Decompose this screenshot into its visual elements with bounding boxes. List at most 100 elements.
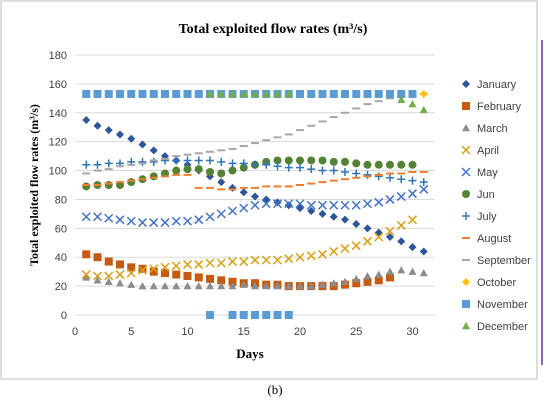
data-point-january — [127, 134, 136, 143]
data-point-jun — [239, 163, 248, 172]
data-point-may — [284, 199, 294, 209]
data-point-november — [116, 90, 124, 98]
data-point-april — [295, 252, 305, 262]
data-point-july — [217, 157, 226, 166]
data-point-april — [104, 271, 114, 281]
data-point-may — [362, 199, 373, 209]
data-point-jun — [104, 181, 113, 189]
data-point-july — [104, 159, 113, 168]
data-point-january — [239, 188, 248, 197]
data-point-december — [262, 90, 271, 98]
data-point-jun — [149, 172, 158, 181]
data-point-november — [161, 90, 169, 98]
data-point-jun — [363, 160, 372, 169]
data-point-april — [284, 254, 294, 264]
data-point-may — [419, 184, 429, 194]
data-point-february — [206, 274, 214, 283]
legend-marker-february — [462, 102, 470, 110]
data-point-march — [352, 274, 361, 283]
data-point-jun — [408, 160, 417, 169]
y-tick-labels: 0 20 40 60 80 100 120 140 160 180 — [49, 50, 67, 322]
chart: Total exploited flow rates (m³/s) 0 20 40 6… — [0, 0, 543, 380]
data-point-jun — [397, 160, 406, 169]
data-point-february — [149, 267, 158, 276]
data-point-jun — [318, 156, 327, 165]
data-point-november — [251, 311, 259, 319]
x-tick-label: 25 — [350, 326, 362, 338]
data-point-july — [352, 169, 361, 178]
data-point-january — [408, 243, 417, 252]
data-point-april — [171, 261, 181, 271]
data-point-march — [138, 282, 147, 290]
y-tick-label: 160 — [49, 79, 67, 91]
data-point-november — [239, 311, 248, 319]
data-point-january — [341, 215, 349, 224]
data-point-may — [295, 199, 305, 209]
data-point-jun — [352, 159, 361, 168]
data-point-december — [284, 90, 293, 98]
legend-marker-january — [462, 80, 470, 88]
data-point-november — [104, 90, 113, 98]
figure-caption: (b) — [267, 382, 283, 397]
legend-marker-jun — [462, 190, 470, 198]
data-point-march — [374, 270, 383, 278]
data-point-december — [273, 90, 282, 98]
data-point-november — [194, 90, 203, 98]
data-point-april — [351, 241, 361, 251]
data-point-november — [352, 90, 361, 98]
data-point-jun — [127, 178, 136, 187]
data-point-march — [419, 269, 428, 277]
data-point-may — [239, 203, 249, 213]
data-point-jun — [194, 165, 203, 174]
data-point-january — [363, 224, 372, 233]
data-point-march — [149, 282, 158, 290]
data-point-jun — [228, 166, 237, 175]
data-point-may — [407, 189, 418, 199]
data-point-may — [182, 216, 193, 226]
data-point-december — [228, 90, 237, 98]
data-point-may — [104, 213, 114, 223]
legend-marker-december — [462, 322, 470, 330]
data-point-april — [137, 265, 148, 275]
data-point-february — [228, 277, 237, 286]
series-april — [81, 215, 418, 281]
data-point-february — [363, 277, 372, 286]
data-point-january — [251, 192, 259, 201]
legend-item-april: April — [461, 145, 499, 157]
data-point-may — [317, 200, 328, 210]
data-point-july — [228, 159, 237, 168]
data-point-may — [250, 200, 260, 210]
data-point-november — [386, 90, 394, 98]
legend-label-march: March — [477, 123, 508, 135]
data-point-march — [82, 273, 91, 281]
data-point-july — [149, 157, 158, 166]
data-point-july — [251, 160, 259, 169]
data-point-january — [116, 130, 124, 139]
data-point-february — [374, 276, 383, 285]
data-point-february — [161, 269, 169, 278]
data-point-july — [296, 163, 304, 172]
data-point-november — [149, 90, 158, 98]
data-point-january — [82, 116, 91, 124]
data-point-december — [239, 90, 248, 98]
data-point-march — [104, 277, 113, 285]
data-point-april — [250, 255, 260, 265]
data-point-november — [172, 90, 181, 98]
data-point-november — [341, 90, 349, 98]
data-point-april — [126, 268, 136, 278]
data-point-december — [419, 105, 428, 114]
data-point-july — [194, 156, 203, 165]
data-point-april — [396, 220, 406, 230]
data-point-may — [171, 216, 181, 226]
data-point-may — [272, 199, 283, 209]
data-point-may — [194, 215, 204, 225]
data-point-july — [138, 157, 147, 166]
legend: January February March April May Jun July Augus… — [461, 79, 531, 333]
data-point-january — [93, 121, 102, 130]
data-point-january — [329, 212, 338, 221]
data-point-october — [419, 90, 428, 98]
data-point-may — [351, 200, 361, 210]
data-point-may — [340, 200, 350, 210]
data-point-november — [397, 90, 406, 98]
data-point-march — [251, 282, 259, 290]
